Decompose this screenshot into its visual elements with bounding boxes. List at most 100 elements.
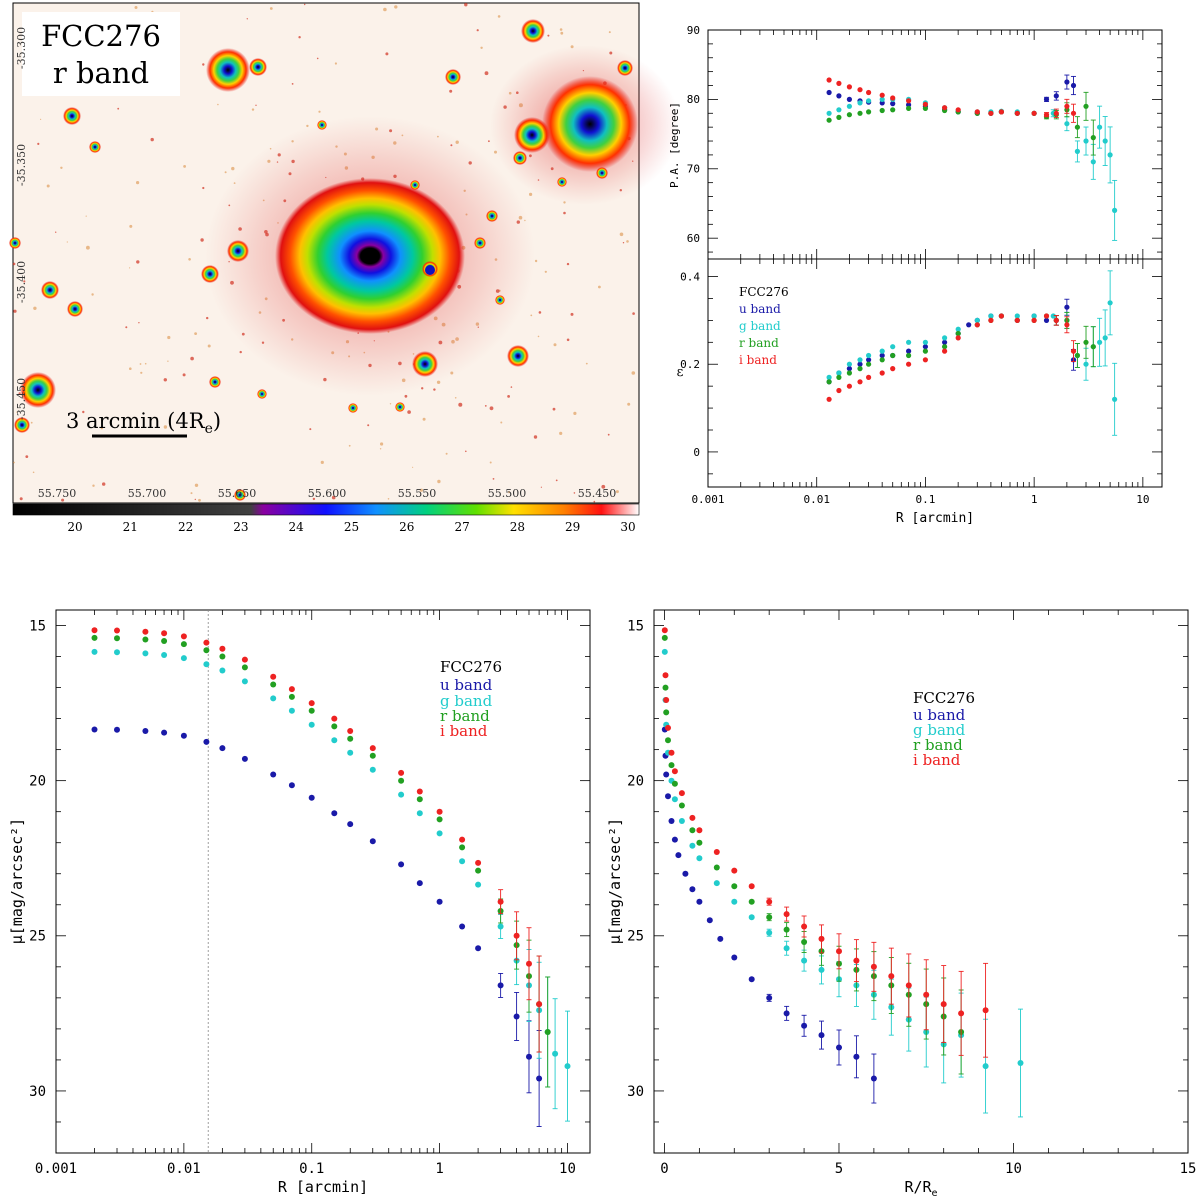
y-tick-label: 20 [627,774,644,790]
noise-dot [231,166,235,171]
sb-lin-xlabel: R/Re [904,1178,937,1199]
y-tick-label: 30 [29,1084,46,1100]
data-point [91,627,98,634]
data-point [846,112,853,118]
noise-dot [510,386,513,388]
colorbar-tick-label: 23 [233,520,248,534]
noise-dot [484,405,487,407]
data-point [1053,93,1059,99]
noise-dot [255,104,257,107]
colorbar-tick-label: 25 [344,520,359,534]
noise-dot [182,373,186,377]
noise-dot [626,240,629,243]
data-point [696,855,703,862]
data-point [161,729,168,736]
data-point [288,686,295,693]
noise-dot [102,482,106,486]
y-tick-label: 70 [687,163,700,176]
data-point [219,653,226,660]
data-point [905,982,912,989]
title-box [22,12,180,96]
noise-dot [407,410,411,414]
data-point [665,793,671,800]
data-point [890,352,896,359]
data-point [988,313,994,319]
noise-dot [331,495,336,500]
data-point [890,107,896,113]
x-tick-label: 0 [660,1161,668,1177]
legend-u: u band [913,706,966,724]
data-point [459,858,466,865]
ra-tick-label: 55.450 [578,487,617,500]
noise-dot [140,371,143,374]
data-point [731,883,738,890]
star [20,372,56,408]
data-point [1064,121,1070,127]
data-point [416,810,423,817]
data-point [942,335,948,341]
star [514,117,550,153]
x-tick-label: 0.01 [803,493,830,506]
data-point [398,861,405,868]
noise-dot [458,402,463,407]
y-tick-label: 0 [693,446,700,459]
data-point [890,366,896,372]
data-point [661,634,668,641]
noise-dot [134,6,138,9]
x-tick-label: 10 [1005,1161,1022,1177]
ra-tick-label: 55.700 [128,487,167,500]
star [542,76,638,172]
noise-dot [318,110,321,113]
legend-i: i band [440,722,488,740]
legend-top: FCC276 u band g band r band i band [739,285,789,367]
sb-lin-series [661,627,1024,1118]
data-point [416,788,423,795]
star [63,107,81,125]
noise-dot [489,406,494,411]
data-point [203,647,210,654]
data-point [114,726,120,733]
data-point [475,881,482,888]
colorbar-tick-label: 30 [620,520,635,534]
noise-dot [86,245,90,250]
noise-dot [167,335,171,340]
noise-dot [615,490,619,494]
legend-r: r band [913,736,963,754]
noise-dot [37,142,40,145]
noise-dot [92,484,95,487]
data-point [270,695,277,702]
data-point [241,678,248,685]
data-point [982,1007,989,1014]
noise-dot [117,107,120,110]
y-tick-label: 30 [627,1084,644,1100]
data-point [942,344,948,350]
data-point [846,103,853,109]
data-point [988,110,994,116]
pa-ellipticity-panel: 60 70 80 90 0.001 0.01 0.1 1 10 0 0.2 0.4 P.A. [de… [668,24,1163,526]
data-point [1064,103,1070,109]
noise-dot [85,215,87,217]
data-point [922,105,929,111]
data-point [671,780,678,787]
field-stars [9,19,638,501]
data-point [958,1010,965,1017]
noise-dot [163,425,168,429]
data-point [689,842,696,849]
data-point [1043,313,1050,319]
data-point [114,635,120,642]
noise-dot [136,260,140,264]
data-point [866,352,872,359]
noise-dot [454,397,457,399]
data-point [513,932,520,939]
series-g-band [826,96,1118,241]
data-point [879,348,885,354]
legend-u: u band [440,676,493,694]
star [209,376,221,388]
data-point [866,98,872,104]
data-point [398,769,405,776]
data-point [836,387,842,394]
data-point [748,898,755,905]
data-point [906,348,912,354]
ellipticity-xlabel: R [arcmin] [896,511,974,526]
noise-dot [619,232,624,237]
